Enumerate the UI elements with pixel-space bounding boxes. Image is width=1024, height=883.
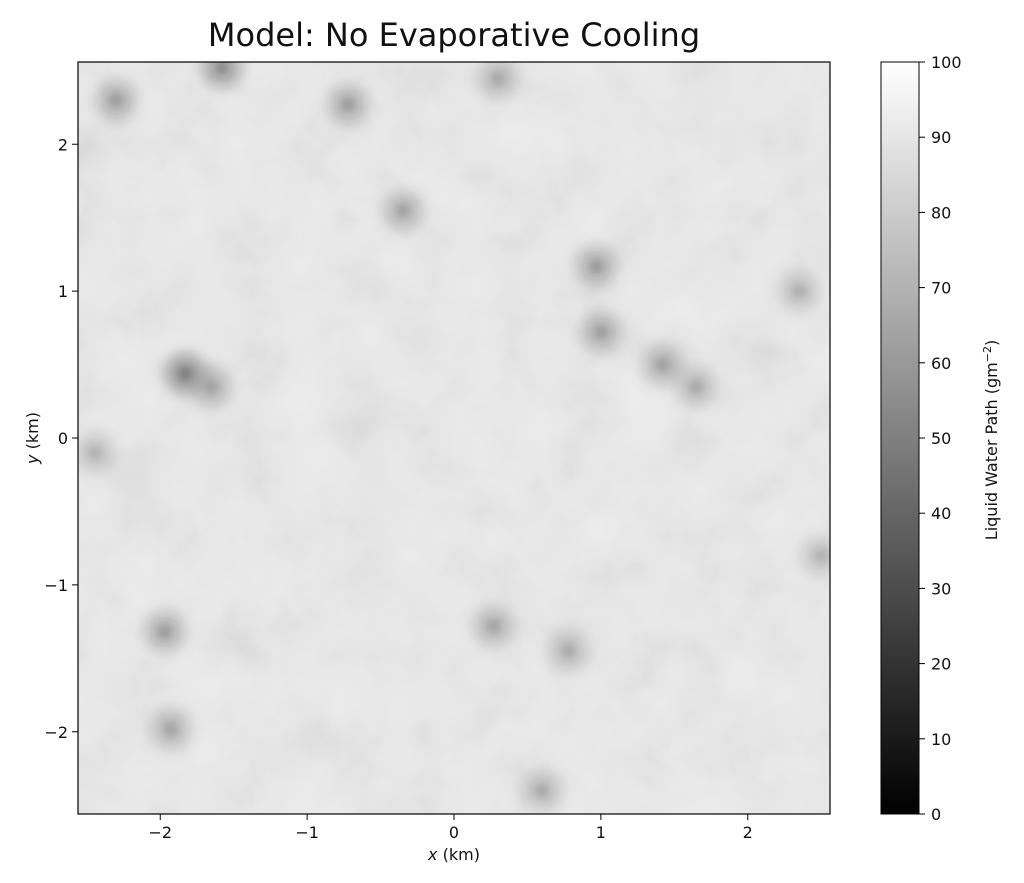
dark-spot bbox=[657, 359, 668, 370]
dark-spot bbox=[111, 95, 122, 106]
heatmap-area bbox=[78, 62, 830, 814]
y-axis-var: y bbox=[23, 454, 42, 465]
colorbar-ticks: 0 10 20 30 40 50 60 70 80 90 100 bbox=[919, 53, 962, 824]
colorbar-tick-label: 10 bbox=[931, 730, 951, 749]
colorbar-tick-label: 70 bbox=[931, 279, 951, 298]
dark-spots bbox=[78, 62, 830, 813]
x-axis-var: x bbox=[427, 845, 438, 864]
dark-spot bbox=[816, 550, 827, 561]
dark-spot bbox=[159, 626, 170, 637]
colorbar-label-close: ) bbox=[982, 340, 1001, 346]
y-tick-label: 1 bbox=[58, 282, 68, 301]
dark-spot bbox=[563, 645, 574, 656]
dark-spot-halo bbox=[199, 62, 244, 90]
y-tick-label: 0 bbox=[58, 429, 68, 448]
dark-spot bbox=[794, 286, 805, 297]
dark-spot bbox=[591, 261, 602, 272]
colorbar-label: Liquid Water Path (gm−2) bbox=[981, 340, 1002, 540]
x-tick-label: −1 bbox=[295, 823, 319, 842]
dark-spot bbox=[537, 785, 548, 796]
dark-spot bbox=[180, 368, 191, 379]
dark-spot bbox=[206, 381, 217, 392]
dark-spot bbox=[595, 327, 606, 338]
colorbar-tick-label: 20 bbox=[931, 655, 951, 674]
y-tick-label: −1 bbox=[44, 576, 68, 595]
x-tick-label: 1 bbox=[596, 823, 606, 842]
y-axis-unit: (km) bbox=[23, 412, 42, 454]
dark-spot bbox=[691, 381, 702, 392]
x-tick-label: 2 bbox=[743, 823, 753, 842]
colorbar-label-main: Liquid Water Path (gm bbox=[982, 362, 1001, 540]
colorbar-tick-label: 0 bbox=[931, 805, 941, 824]
dark-spot bbox=[493, 73, 504, 84]
y-axis-label: y (km) bbox=[23, 412, 42, 465]
dark-spot bbox=[343, 99, 354, 110]
colorbar-tick-label: 90 bbox=[931, 128, 951, 147]
dark-spot bbox=[397, 205, 408, 216]
colorbar-tick-label: 60 bbox=[931, 354, 951, 373]
x-tick-label: 0 bbox=[449, 823, 459, 842]
x-axis-ticks: −2 −1 0 1 2 bbox=[148, 814, 753, 842]
dark-spot bbox=[488, 621, 499, 631]
heatmap-texture bbox=[78, 62, 830, 814]
colorbar-tick-label: 30 bbox=[931, 579, 951, 598]
colorbar bbox=[880, 61, 920, 815]
chart-title: Model: No Evaporative Cooling bbox=[208, 16, 700, 54]
y-tick-label: −2 bbox=[44, 723, 68, 742]
x-axis-label: x (km) bbox=[427, 845, 480, 864]
colorbar-tick-label: 80 bbox=[931, 203, 951, 222]
x-tick-label: −2 bbox=[148, 823, 172, 842]
dark-spot bbox=[89, 447, 100, 458]
colorbar-tick-label: 50 bbox=[931, 429, 951, 448]
x-axis-unit: (km) bbox=[438, 845, 480, 864]
colorbar-tick-label: 100 bbox=[931, 53, 962, 72]
y-tick-label: 2 bbox=[58, 135, 68, 154]
colorbar-tick-label: 40 bbox=[931, 504, 951, 523]
colorbar-label-sup: −2 bbox=[981, 346, 994, 362]
y-axis-ticks: −2 −1 0 1 2 bbox=[44, 135, 78, 742]
dark-spot bbox=[165, 723, 176, 734]
dark-spot-halo bbox=[799, 533, 830, 578]
dark-spot bbox=[216, 62, 227, 73]
